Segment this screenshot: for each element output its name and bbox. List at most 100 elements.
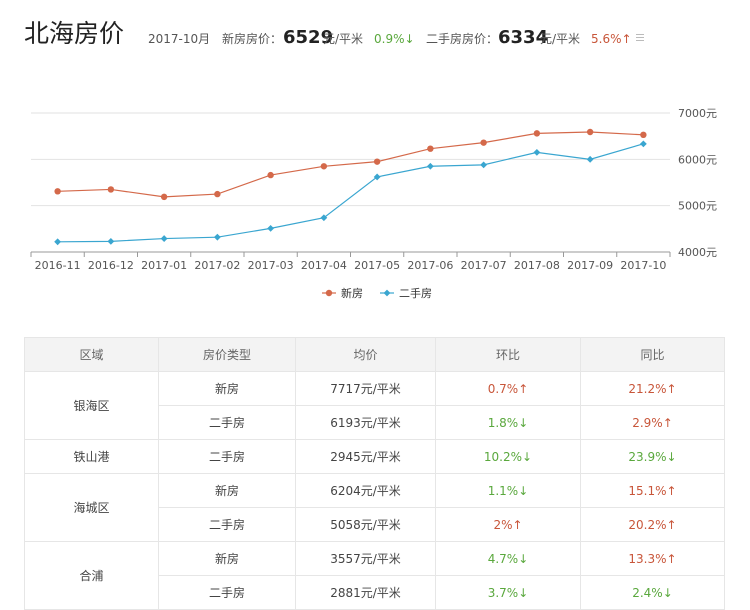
arrow-down-icon: ↓ bbox=[404, 32, 415, 46]
report-month: 2017-10月 bbox=[148, 32, 211, 46]
data-point[interactable] bbox=[480, 161, 488, 169]
price-trend-chart: 4000元 5000元 6000元 7000元 2016-11 2016-12 2017-… bbox=[30, 107, 717, 300]
change-value: 21.2% bbox=[628, 381, 667, 396]
data-point[interactable] bbox=[480, 139, 487, 146]
data-point[interactable] bbox=[639, 140, 647, 148]
table-row: 银海区 新房 7717元/平米 0.7%↑ 21.2%↑ bbox=[24, 371, 725, 440]
price-cell: 6193元/平米 bbox=[295, 405, 436, 440]
price-cell: 2881元/平米 bbox=[295, 575, 436, 610]
y-tick-label: 7000元 bbox=[678, 107, 717, 120]
y-tick-label: 5000元 bbox=[678, 200, 717, 213]
new-price-unit: 元/平米 bbox=[323, 32, 364, 46]
data-point[interactable] bbox=[213, 233, 221, 241]
type-cell: 二手房 bbox=[158, 439, 296, 474]
change-value: 1.1% bbox=[487, 483, 519, 498]
district-cell: 银海区 bbox=[24, 371, 159, 440]
legend-marker bbox=[325, 289, 333, 297]
data-point[interactable] bbox=[160, 193, 168, 201]
arrow-down-icon: ↓ bbox=[522, 449, 533, 464]
yoy-cell: 20.2%↑ bbox=[580, 507, 725, 542]
series-line-1 bbox=[57, 131, 644, 198]
data-point[interactable] bbox=[373, 158, 381, 165]
price-cell: 2945元/平米 bbox=[295, 439, 436, 474]
new-price-change: 0.9%↓ bbox=[374, 32, 415, 46]
arrow-up-icon: ↑ bbox=[512, 517, 523, 532]
second-price-unit: 元/平米 bbox=[540, 32, 581, 46]
series-line-2 bbox=[57, 143, 644, 243]
legend-marker bbox=[383, 289, 391, 297]
change-value: 15.1% bbox=[628, 483, 667, 498]
legend-label: 二手房 bbox=[399, 286, 432, 300]
change-value: 3.7% bbox=[487, 585, 519, 600]
arrow-up-icon: ↑ bbox=[666, 483, 677, 498]
change-value: 13.3% bbox=[628, 551, 667, 566]
table-row: 二手房 5058元/平米 2%↑ 20.2%↑ bbox=[25, 507, 725, 542]
change-value: 2.9% bbox=[632, 415, 663, 430]
table-header-row: 区域 房价类型 均价 环比 同比 bbox=[24, 337, 725, 372]
x-tick-label: 2017-03 bbox=[248, 259, 294, 272]
series-lines bbox=[54, 128, 647, 246]
arrow-down-icon: ↓ bbox=[666, 449, 677, 464]
data-point[interactable] bbox=[586, 155, 594, 163]
district-cell: 合浦 bbox=[24, 541, 159, 610]
x-tick-label: 2016-12 bbox=[88, 259, 134, 272]
price-cell: 6204元/平米 bbox=[295, 473, 436, 508]
x-tick-label: 2017-01 bbox=[141, 259, 187, 272]
arrow-down-icon: ↓ bbox=[518, 483, 529, 498]
x-tick-label: 2017-09 bbox=[567, 259, 613, 272]
x-tick-label: 2017-06 bbox=[407, 259, 453, 272]
y-tick-label: 6000元 bbox=[678, 153, 717, 166]
change-value: 2.4% bbox=[632, 585, 663, 600]
col-header-mom: 环比 bbox=[435, 337, 581, 372]
arrow-up-icon: ↑ bbox=[666, 381, 677, 396]
grid-lines bbox=[31, 112, 670, 253]
data-point[interactable] bbox=[160, 235, 168, 242]
data-point[interactable] bbox=[533, 148, 541, 156]
district-price-table: 区域 房价类型 均价 环比 同比 银海区 新房 7717元/平米 0.7%↑ 21.2%… bbox=[24, 337, 725, 610]
data-point[interactable] bbox=[533, 130, 541, 137]
table-row: 铁山港 二手房 2945元/平米 10.2%↓ 23.9%↓ bbox=[24, 439, 725, 474]
x-tick-label: 2017-02 bbox=[194, 259, 240, 272]
arrow-up-icon: ↑ bbox=[621, 32, 632, 46]
data-point[interactable] bbox=[427, 145, 434, 152]
x-tick-label: 2017-08 bbox=[514, 259, 560, 272]
menu-icon[interactable] bbox=[636, 34, 644, 43]
yoy-cell: 15.1%↑ bbox=[580, 473, 725, 508]
data-point[interactable] bbox=[586, 128, 594, 136]
data-point[interactable] bbox=[640, 131, 647, 139]
legend-item[interactable]: 新房 bbox=[322, 286, 363, 300]
data-point[interactable] bbox=[107, 237, 115, 245]
district-cell: 海城区 bbox=[24, 473, 159, 542]
arrow-down-icon: ↓ bbox=[662, 585, 673, 600]
change-value: 1.8% bbox=[487, 415, 519, 430]
x-tick-label: 2017-07 bbox=[461, 259, 507, 272]
data-point[interactable] bbox=[373, 173, 381, 181]
legend-item[interactable]: 二手房 bbox=[380, 286, 432, 300]
data-point[interactable] bbox=[267, 171, 274, 179]
col-header-yoy: 同比 bbox=[580, 337, 725, 372]
mom-cell: 3.7%↓ bbox=[435, 575, 581, 610]
data-point[interactable] bbox=[426, 162, 434, 170]
mom-cell: 4.7%↓ bbox=[435, 541, 581, 576]
y-tick-label: 4000元 bbox=[678, 246, 717, 259]
data-point[interactable] bbox=[320, 163, 328, 170]
data-point[interactable] bbox=[267, 224, 275, 232]
data-point[interactable] bbox=[54, 188, 61, 195]
data-point[interactable] bbox=[107, 186, 115, 193]
table-row: 海城区 新房 6204元/平米 1.1%↓ 15.1%↑ bbox=[24, 473, 725, 542]
district-cell: 铁山港 bbox=[24, 439, 159, 474]
arrow-up-icon: ↑ bbox=[666, 551, 677, 566]
arrow-down-icon: ↓ bbox=[518, 415, 529, 430]
data-point[interactable] bbox=[320, 214, 328, 222]
second-price-value: 6334 bbox=[498, 27, 549, 48]
x-tick-label: 2016-11 bbox=[35, 259, 81, 272]
data-point[interactable] bbox=[54, 238, 62, 246]
page-title: 北海房价 bbox=[24, 19, 125, 48]
type-cell: 二手房 bbox=[158, 575, 296, 610]
x-tick-label: 2017-05 bbox=[354, 259, 400, 272]
table-row: 二手房 6193元/平米 1.8%↓ 2.9%↑ bbox=[25, 405, 725, 440]
mom-cell: 0.7%↑ bbox=[435, 371, 581, 406]
col-header-type: 房价类型 bbox=[158, 337, 296, 372]
data-point[interactable] bbox=[214, 190, 221, 198]
arrow-down-icon: ↓ bbox=[518, 585, 529, 600]
